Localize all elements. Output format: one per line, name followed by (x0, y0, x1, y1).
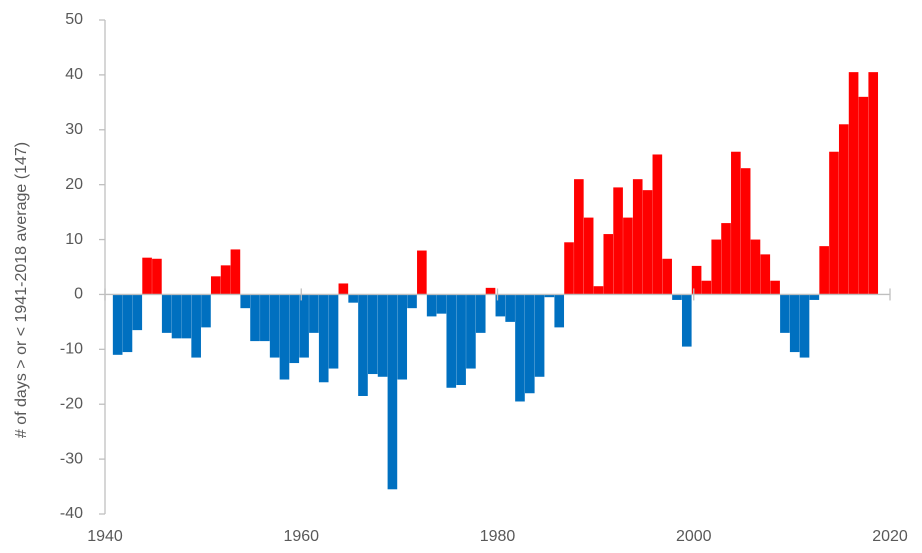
bar (652, 154, 663, 295)
y-axis-label: # of days > or < 1941-2018 average (147) (13, 142, 30, 438)
bar (230, 249, 241, 295)
bar (446, 294, 457, 388)
bar (289, 294, 300, 364)
bar (377, 294, 388, 377)
bar (318, 294, 329, 383)
y-tick-label: -40 (60, 505, 83, 522)
bar (789, 294, 800, 353)
bar (171, 294, 182, 339)
bar (407, 294, 417, 309)
bar (829, 151, 839, 295)
bar (475, 294, 486, 333)
bar (309, 294, 319, 333)
bar (181, 294, 192, 339)
bar (161, 294, 172, 333)
bar (799, 294, 810, 358)
bar (279, 294, 290, 380)
bar (564, 242, 574, 295)
bar (132, 294, 143, 331)
bar (515, 294, 525, 402)
bar (397, 294, 408, 380)
bar (740, 168, 751, 295)
bar (662, 258, 672, 295)
bar (152, 258, 162, 295)
bar (809, 294, 820, 300)
bar (701, 280, 712, 295)
bar (338, 283, 349, 295)
bar (367, 294, 378, 375)
bar (436, 294, 447, 314)
bar (220, 265, 231, 295)
bar (240, 294, 251, 309)
bar (750, 239, 761, 295)
bar (142, 257, 152, 295)
y-tick-label: 50 (65, 11, 83, 28)
bar (260, 294, 270, 342)
bar (554, 294, 565, 328)
bar (495, 294, 506, 317)
bar (210, 276, 221, 295)
bar (544, 294, 555, 298)
bar (348, 294, 358, 303)
bar (534, 294, 545, 377)
bar (613, 187, 623, 295)
bar (838, 124, 849, 295)
bar (524, 294, 535, 394)
bar (721, 223, 731, 295)
bar (358, 294, 368, 396)
bar (632, 179, 643, 295)
y-tick-label: 10 (65, 231, 83, 248)
bar (299, 294, 309, 358)
bar (485, 287, 496, 295)
bar (112, 294, 123, 355)
bar (583, 217, 594, 295)
y-tick-label: 20 (65, 176, 83, 193)
bar (642, 190, 653, 295)
bar (201, 294, 211, 328)
bar (417, 250, 427, 295)
bar (848, 72, 859, 295)
bar (466, 294, 476, 369)
y-tick-label: 40 (65, 66, 83, 83)
bar (681, 294, 692, 347)
x-tick-label: 1980 (480, 528, 516, 545)
x-tick-label: 2000 (676, 528, 712, 545)
bar (858, 96, 869, 295)
bar (623, 217, 633, 295)
bar (819, 246, 829, 295)
y-tick-label: 0 (74, 286, 83, 303)
bar (760, 254, 771, 295)
y-tick-label: 30 (65, 121, 83, 138)
bar (691, 265, 702, 295)
bar (328, 294, 339, 369)
bar (593, 286, 604, 295)
bar (250, 294, 260, 342)
bar (426, 294, 437, 317)
x-tick-label: 1940 (87, 528, 123, 545)
bar (731, 151, 741, 295)
y-tick-label: -10 (60, 341, 83, 358)
bar (269, 294, 280, 358)
bar (603, 234, 614, 295)
bar (574, 179, 584, 295)
bar (387, 294, 398, 490)
bar (122, 294, 133, 353)
y-tick-label: -20 (60, 395, 83, 412)
bar (711, 239, 722, 295)
bar (191, 294, 201, 358)
bar (770, 280, 780, 295)
y-tick-label: -30 (60, 450, 83, 467)
bar (672, 294, 682, 300)
bar (868, 72, 879, 295)
bar (780, 294, 790, 333)
bar (456, 294, 466, 386)
x-tick-label: 1960 (283, 528, 319, 545)
x-tick-label: 2020 (872, 528, 908, 545)
bar (505, 294, 515, 322)
